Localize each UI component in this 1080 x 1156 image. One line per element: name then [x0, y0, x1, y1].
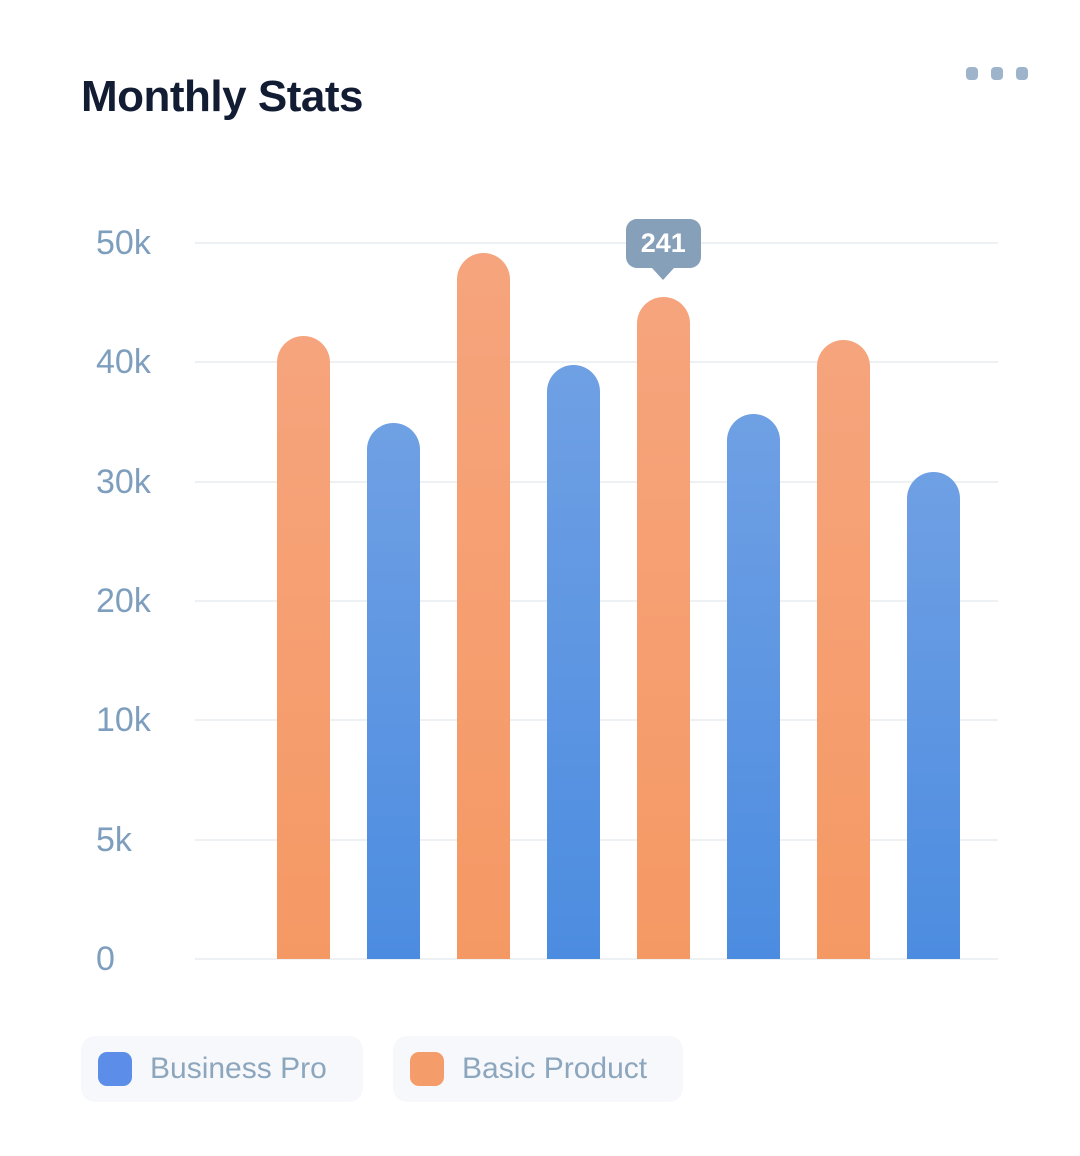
y-axis-tick-label: 5k: [96, 820, 132, 859]
page-title: Monthly Stats: [81, 72, 363, 121]
bar-business-pro-group-1[interactable]: [366, 423, 420, 959]
y-axis-tick-label: 0: [96, 940, 115, 978]
legend-item-basic-product[interactable]: Basic Product: [393, 1036, 684, 1102]
y-gridline-40k: [195, 361, 998, 364]
bar-tooltip: 241: [625, 218, 701, 268]
y-axis-tick-label: 20k: [96, 582, 151, 620]
bar-basic-product-group-2[interactable]: [456, 252, 510, 959]
y-axis-tick-label: 10k: [96, 701, 151, 740]
y-axis-tick-label: 50k: [96, 224, 151, 262]
ellipsis-dot-icon: [966, 67, 978, 80]
ellipsis-dot-icon: [991, 67, 1003, 80]
bar-business-pro-group-2[interactable]: [546, 364, 600, 959]
bar-business-pro-group-4[interactable]: [906, 472, 960, 959]
y-gridline-0: [195, 958, 998, 960]
ellipsis-dot-icon: [1016, 67, 1028, 80]
bar-business-pro-group-3[interactable]: [726, 413, 780, 959]
legend-label: Business Pro: [150, 1052, 327, 1085]
legend-swatch-business-pro: [98, 1052, 132, 1086]
legend-swatch-basic-product: [410, 1052, 444, 1086]
more-options-button[interactable]: [966, 67, 1028, 80]
legend-label: Basic Product: [462, 1052, 648, 1085]
bar-basic-product-group-3[interactable]: [636, 296, 690, 959]
y-axis-tick-label: 40k: [96, 343, 151, 382]
bar-basic-product-group-4[interactable]: [816, 339, 870, 959]
legend-item-business-pro[interactable]: Business Pro: [81, 1036, 363, 1102]
bar-basic-product-group-1[interactable]: [277, 336, 330, 959]
y-gridline-50k: [195, 242, 998, 244]
y-axis-tick-label: 30k: [96, 462, 151, 501]
